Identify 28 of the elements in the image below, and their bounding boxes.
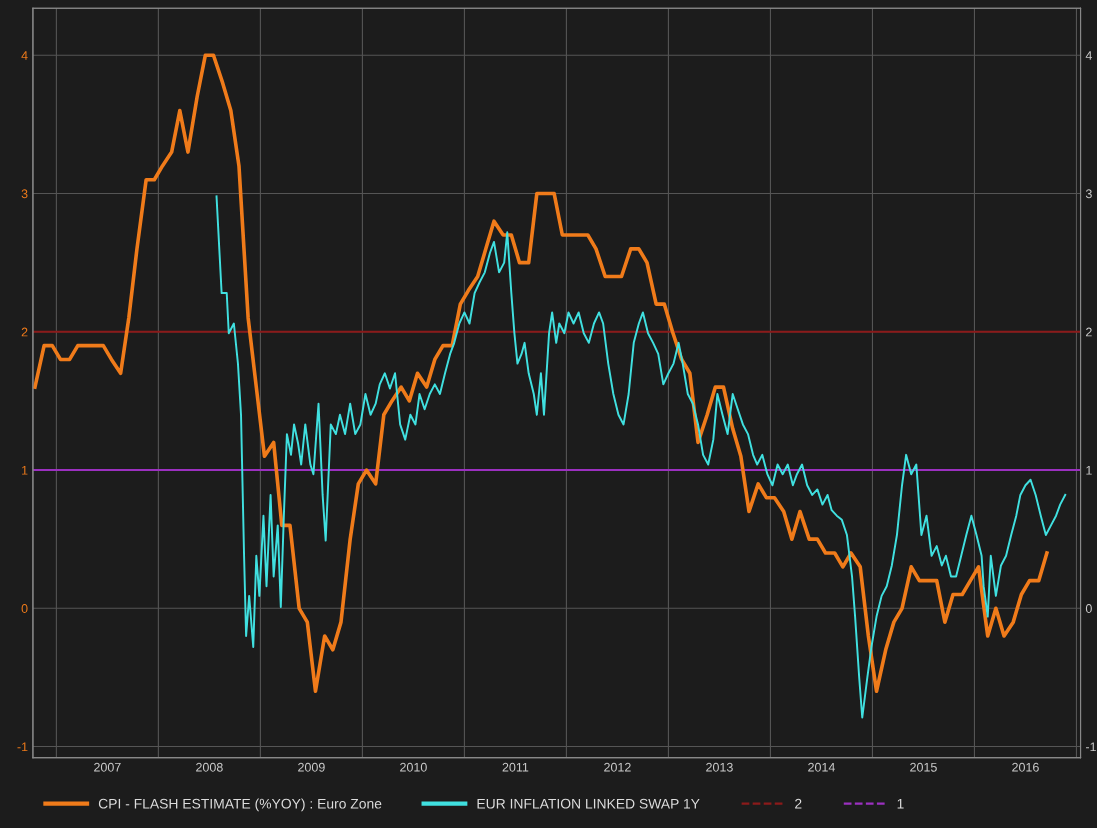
line-series — [215, 195, 1067, 719]
x-tick-label: 2009 — [298, 762, 325, 772]
legend-label: 2 — [795, 798, 802, 809]
legend-label: CPI - FLASH ESTIMATE (%YOY) : Euro Zone — [98, 798, 382, 812]
y2-tick-label: 2 — [1086, 327, 1092, 337]
y2-tick-label: 0 — [1085, 604, 1092, 613]
x-tick-label: 2008 — [196, 762, 223, 772]
y-tick-label: 3 — [21, 189, 28, 199]
line-series — [33, 53, 1049, 694]
x-tick-label: 2010 — [400, 762, 427, 772]
x-tick-label: 2007 — [94, 762, 121, 772]
x-tick-label: 2013 — [706, 762, 733, 772]
y-tick-label: 0 — [21, 604, 28, 613]
legend-label: 1 — [897, 798, 904, 809]
y-tick-label: -1 — [17, 742, 28, 752]
x-tick-label: 2016 — [1012, 762, 1039, 772]
y2-tick-label: 1 — [1086, 465, 1092, 475]
y2-tick-label: 4 — [1085, 51, 1092, 60]
x-tick-label: 2014 — [808, 762, 835, 772]
y-tick-label: 1 — [22, 465, 28, 475]
legend-label: EUR INFLATION LINKED SWAP 1Y — [477, 798, 700, 809]
y-tick-label: 4 — [21, 51, 28, 60]
y2-tick-label: 3 — [1085, 189, 1092, 199]
x-tick-label: 2012 — [604, 762, 631, 772]
x-tick-label: 2015 — [910, 762, 937, 772]
x-tick-label: 2011 — [502, 762, 529, 772]
y-tick-label: 2 — [21, 327, 28, 337]
y2-tick-label: -1 — [1085, 742, 1096, 752]
